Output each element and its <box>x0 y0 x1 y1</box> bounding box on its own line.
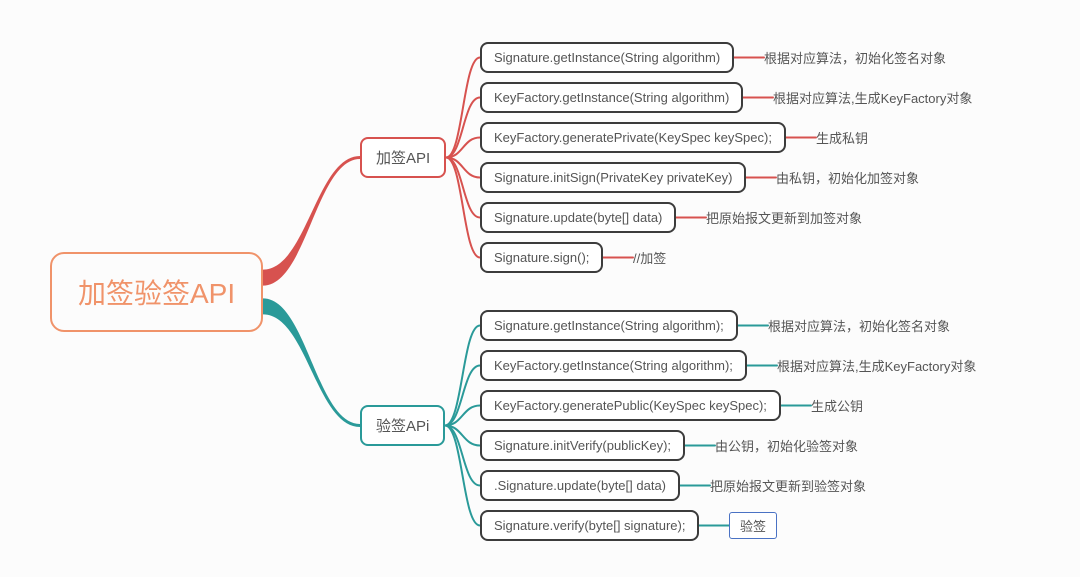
verify-desc-0: 根据对应算法，初始化签名对象 <box>768 314 950 337</box>
verify-desc-2: 生成公钥 <box>811 394 863 417</box>
verify-api-0: Signature.getInstance(String algorithm); <box>480 310 738 341</box>
verify-api-3: Signature.initVerify(publicKey); <box>480 430 685 461</box>
sign-api-3: Signature.initSign(PrivateKey privateKey… <box>480 162 746 193</box>
sign-desc-5: //加签 <box>633 246 666 269</box>
sign-api-5: Signature.sign(); <box>480 242 603 273</box>
sign-desc-3: 由私钥，初始化加签对象 <box>776 166 919 189</box>
branch-verify: 验签APi <box>360 405 445 446</box>
verify-desc-4: 把原始报文更新到验签对象 <box>710 474 866 497</box>
branch-sign: 加签API <box>360 137 446 178</box>
sign-api-2: KeyFactory.generatePrivate(KeySpec keySp… <box>480 122 786 153</box>
sign-api-1: KeyFactory.getInstance(String algorithm) <box>480 82 743 113</box>
root-node: 加签验签API <box>50 252 263 332</box>
sign-desc-1: 根据对应算法,生成KeyFactory对象 <box>773 86 972 109</box>
verify-api-2: KeyFactory.generatePublic(KeySpec keySpe… <box>480 390 781 421</box>
sign-api-0: Signature.getInstance(String algorithm) <box>480 42 734 73</box>
verify-desc-1: 根据对应算法,生成KeyFactory对象 <box>777 354 976 377</box>
mindmap-canvas: 加签验签API 加签API 验签APi Signature.getInstanc… <box>0 0 1080 577</box>
verify-api-4: .Signature.update(byte[] data) <box>480 470 680 501</box>
branch-sign-label: 加签API <box>376 150 430 167</box>
sign-desc-0: 根据对应算法，初始化签名对象 <box>764 46 946 69</box>
root-label: 加签验签API <box>78 278 235 309</box>
verify-api-1: KeyFactory.getInstance(String algorithm)… <box>480 350 747 381</box>
verify-desc-3: 由公钥，初始化验签对象 <box>715 434 858 457</box>
sign-desc-2: 生成私钥 <box>816 126 868 149</box>
branch-verify-label: 验签APi <box>376 418 429 435</box>
verify-api-5: Signature.verify(byte[] signature); <box>480 510 699 541</box>
verify-desc-5: 验签 <box>729 512 777 539</box>
sign-desc-4: 把原始报文更新到加签对象 <box>706 206 862 229</box>
sign-api-4: Signature.update(byte[] data) <box>480 202 676 233</box>
